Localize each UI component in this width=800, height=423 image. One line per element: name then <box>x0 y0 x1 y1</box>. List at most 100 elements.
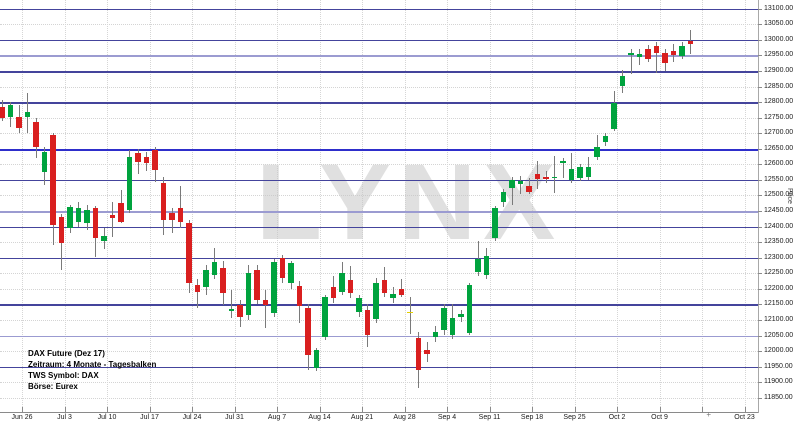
support-resistance-line <box>0 39 758 42</box>
gridline-h <box>0 397 758 399</box>
y-axis-label: 12700.00 <box>764 129 794 137</box>
candle <box>407 311 413 314</box>
support-resistance-line <box>0 304 758 306</box>
candle-wick <box>511 176 513 205</box>
x-axis-label: Sep 25 <box>563 414 586 421</box>
candle <box>143 156 150 164</box>
candle <box>262 300 269 305</box>
support-resistance-line <box>0 211 758 213</box>
instrument-name: DAX Future (Dez 17) <box>28 349 105 358</box>
candle-wick <box>571 152 572 183</box>
y-axis-label: 12900.00 <box>764 66 794 74</box>
y-axis-tick <box>758 382 762 384</box>
candle-wick <box>180 186 181 229</box>
gridline-h <box>0 117 758 119</box>
x-axis-label: Oct 23 <box>734 414 755 421</box>
candle <box>662 52 668 63</box>
gridline-v <box>107 0 108 407</box>
y-axis-tick <box>758 397 762 399</box>
x-axis-label: Aug 28 <box>393 414 416 421</box>
candle <box>237 305 243 317</box>
exchange-label: Börse: Eurex <box>28 382 78 391</box>
gridline-v <box>404 0 406 407</box>
x-axis-tick <box>107 407 108 412</box>
gridline-v <box>149 0 151 407</box>
last-bar-marker: + <box>706 410 712 419</box>
x-axis-tick <box>362 407 363 412</box>
candle <box>483 255 490 276</box>
x-axis-tick <box>447 407 448 412</box>
candle <box>373 282 379 319</box>
y-axis-tick <box>758 39 762 41</box>
candle <box>296 285 303 306</box>
candle <box>279 258 286 279</box>
timeframe-label: Zeitraum: 4 Monate - Tagesbalken <box>28 360 157 369</box>
candle <box>67 206 73 229</box>
y-axis-label: 12450.00 <box>764 207 794 214</box>
y-axis-tick <box>758 24 762 26</box>
x-axis-tick <box>617 407 618 412</box>
x-axis-tick <box>22 407 23 412</box>
candle-wick <box>630 49 632 75</box>
y-axis-label: 12500.00 <box>764 191 794 199</box>
candle <box>339 273 345 292</box>
candle <box>313 350 320 369</box>
y-axis-tick <box>758 8 762 10</box>
candle-wick <box>554 156 555 193</box>
candle <box>517 180 524 184</box>
candle <box>619 75 626 86</box>
gridline-h <box>0 86 758 88</box>
y-axis-line <box>758 0 759 413</box>
candle <box>33 121 39 147</box>
gridline-v <box>702 0 703 407</box>
candle <box>254 270 260 301</box>
candle <box>347 279 354 294</box>
candle <box>534 173 541 179</box>
gridline-v <box>744 0 746 407</box>
candle <box>245 273 252 315</box>
candle <box>220 268 226 294</box>
gridline-h <box>0 195 758 197</box>
gridline-h <box>0 273 758 275</box>
candle <box>109 215 116 219</box>
x-axis-label: Sep 4 <box>437 414 457 421</box>
y-axis-tick <box>758 133 762 135</box>
y-axis-label: 11900.00 <box>764 378 793 386</box>
candle <box>169 213 175 221</box>
x-axis-label: Jul 10 <box>97 414 117 421</box>
gridline-v <box>532 0 533 407</box>
x-axis-tick <box>744 407 746 412</box>
support-resistance-line <box>0 148 758 152</box>
price-axis-title: Price <box>786 188 793 204</box>
y-axis-tick <box>758 319 762 321</box>
candle <box>211 261 218 276</box>
candle <box>424 350 430 355</box>
candle <box>543 176 549 180</box>
gridline-v <box>234 0 236 407</box>
gridline-h <box>0 319 758 321</box>
y-axis-label: 12050.00 <box>764 331 794 339</box>
candle <box>568 168 575 181</box>
x-axis-tick <box>489 407 491 412</box>
y-axis-label: 12150.00 <box>764 300 794 308</box>
candle <box>398 288 405 296</box>
y-axis-tick <box>758 179 762 181</box>
candle <box>551 176 558 179</box>
candle-wick <box>562 158 564 179</box>
candle <box>441 308 447 330</box>
candle-wick <box>409 296 411 334</box>
candle <box>458 314 464 317</box>
support-resistance-line <box>0 226 758 229</box>
candle <box>24 111 31 117</box>
x-axis-tick <box>234 407 236 412</box>
candle <box>602 136 609 142</box>
y-axis-tick <box>758 351 762 353</box>
x-axis-label: Jul 24 <box>182 414 202 421</box>
y-axis-label: 11950.00 <box>764 362 793 370</box>
gridline-h <box>0 242 758 244</box>
gridline-h <box>0 382 758 384</box>
y-axis-tick <box>758 304 762 306</box>
y-axis-label: 11850.00 <box>764 393 793 401</box>
candle <box>330 286 337 299</box>
x-axis-tick <box>64 407 66 412</box>
